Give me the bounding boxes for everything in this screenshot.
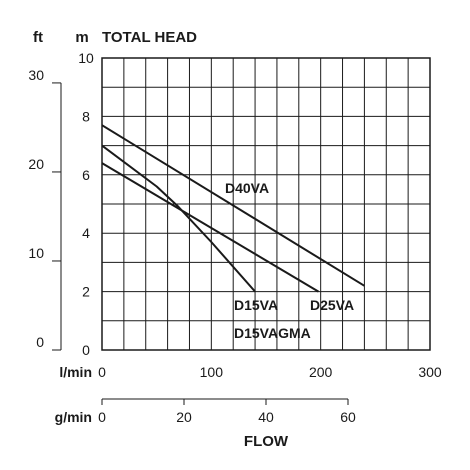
x-tick-label-gmin: 40 (258, 409, 274, 425)
y-tick-label-m: 2 (82, 284, 90, 300)
x-tick-label-gmin: 20 (176, 409, 192, 425)
m-unit-label: m (75, 29, 88, 46)
y-tick-label-ft: 0 (36, 334, 44, 350)
chart-title: TOTAL HEAD (102, 29, 197, 46)
y-tick-label-m: 0 (82, 342, 90, 358)
y-tick-label-ft: 10 (28, 245, 44, 261)
ft-unit-label: ft (33, 29, 43, 46)
curve-d40va (101, 124, 365, 287)
x-unit-gmin-label: g/min (55, 409, 92, 425)
y-tick-label-m: 4 (82, 225, 90, 241)
y-tick-label-m: 6 (82, 167, 90, 183)
x-axis-title: FLOW (244, 433, 289, 450)
grid (101, 57, 431, 351)
x-unit-lmin-label: l/min (59, 364, 92, 380)
x-tick-label-lmin: 300 (418, 364, 442, 380)
x-tick-label-lmin: 100 (200, 364, 224, 380)
y-tick-label-m: 10 (78, 50, 94, 66)
x-tick-label-lmin: 200 (309, 364, 333, 380)
plot-frame (101, 57, 431, 351)
series-label-d25va: D25VA (310, 297, 354, 313)
series-label-d15va: D15VA (234, 297, 278, 313)
y-tick-label-ft: 20 (28, 156, 44, 172)
x-tick-label-gmin: 60 (340, 409, 356, 425)
y-tick-label-ft: 30 (28, 67, 44, 83)
series-label-d40va: D40VA (225, 180, 269, 196)
annotation-d15vagma: D15VAGMA (234, 325, 311, 341)
y-tick-label-m: 8 (82, 108, 90, 124)
x-tick-label-lmin: 0 (98, 364, 106, 380)
curve-d15va (101, 144, 256, 293)
x-tick-label-gmin: 0 (98, 409, 106, 425)
curve-d25va (101, 162, 320, 293)
pump-curves (101, 124, 365, 293)
